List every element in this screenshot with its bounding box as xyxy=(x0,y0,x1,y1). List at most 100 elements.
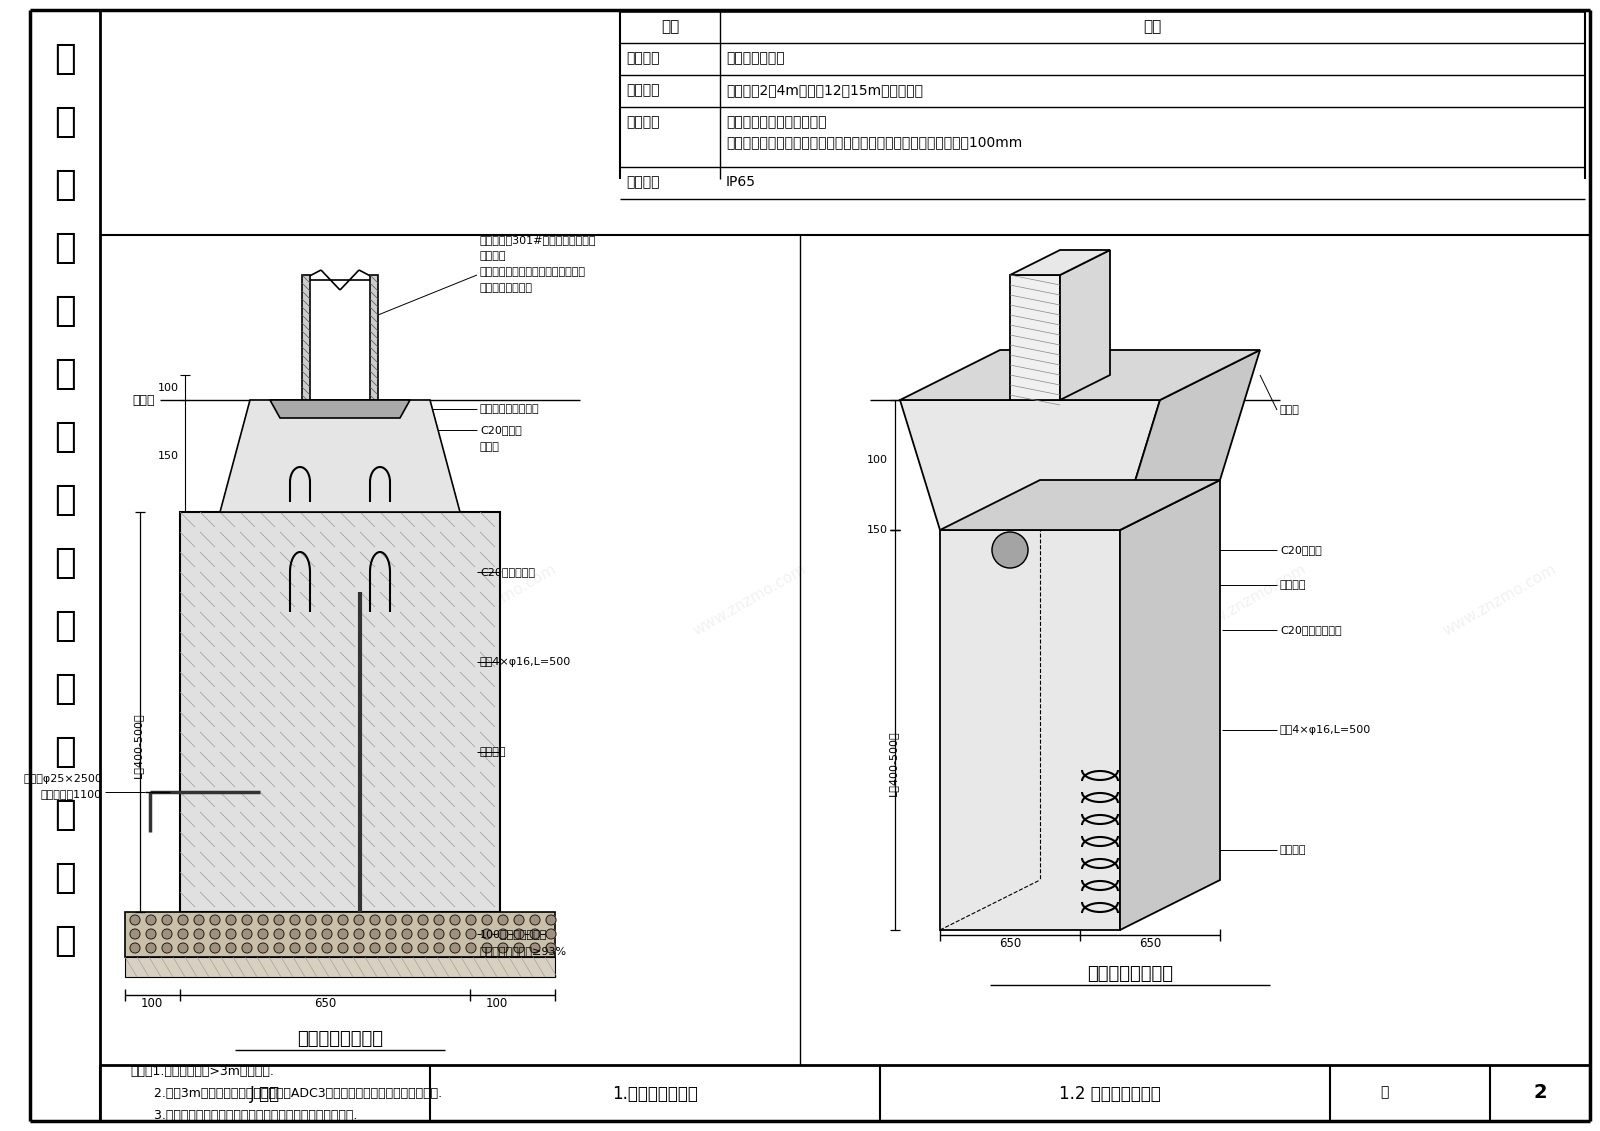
Circle shape xyxy=(194,943,205,953)
Polygon shape xyxy=(941,480,1221,530)
Circle shape xyxy=(306,915,317,925)
Text: 做: 做 xyxy=(54,861,75,895)
Circle shape xyxy=(178,929,189,939)
Circle shape xyxy=(146,915,157,925)
Text: 准: 准 xyxy=(54,231,75,265)
Text: 规格尺寸: 规格尺寸 xyxy=(626,83,659,97)
Circle shape xyxy=(306,943,317,953)
Circle shape xyxy=(210,943,221,953)
Circle shape xyxy=(354,929,365,939)
Text: 法: 法 xyxy=(54,924,75,958)
Circle shape xyxy=(530,929,541,939)
Text: 电: 电 xyxy=(54,357,75,391)
Circle shape xyxy=(386,915,397,925)
Circle shape xyxy=(434,915,445,925)
Bar xyxy=(125,957,555,977)
Circle shape xyxy=(370,943,381,953)
Text: 螺栓4×φ16,L=500: 螺栓4×φ16,L=500 xyxy=(480,657,571,667)
Circle shape xyxy=(162,929,173,939)
Circle shape xyxy=(178,915,189,925)
Text: L（400-500）: L（400-500） xyxy=(888,729,898,795)
Text: 庭院灯具基础做法: 庭院灯具基础做法 xyxy=(298,1030,382,1048)
Circle shape xyxy=(370,929,381,939)
Text: 完成面: 完成面 xyxy=(133,394,155,406)
Polygon shape xyxy=(270,400,410,418)
Polygon shape xyxy=(1059,250,1110,400)
Circle shape xyxy=(242,929,253,939)
Text: 项目: 项目 xyxy=(661,19,678,34)
Text: 庭院灯高2－4m，间距12－15m（参考）。: 庭院灯高2－4m，间距12－15m（参考）。 xyxy=(726,83,923,97)
Text: 100: 100 xyxy=(486,998,509,1010)
Polygon shape xyxy=(1120,349,1261,530)
Text: www.znzmo.com: www.znzmo.com xyxy=(190,561,309,639)
Circle shape xyxy=(482,943,493,953)
Circle shape xyxy=(338,943,349,953)
Bar xyxy=(302,275,310,400)
Circle shape xyxy=(274,929,285,939)
Text: 无流挂、无针孔。: 无流挂、无针孔。 xyxy=(480,283,533,293)
Text: 气: 气 xyxy=(54,420,75,454)
Text: 电缆套管: 电缆套管 xyxy=(480,746,507,757)
Text: 650: 650 xyxy=(1139,936,1162,950)
Polygon shape xyxy=(941,530,1120,930)
Text: 保护罩: 保护罩 xyxy=(480,442,499,452)
Text: 要求: 要求 xyxy=(1142,19,1162,34)
Circle shape xyxy=(370,915,381,925)
Text: 页: 页 xyxy=(1379,1085,1389,1099)
Circle shape xyxy=(162,943,173,953)
Circle shape xyxy=(178,943,189,953)
Text: 灯杆法兰: 灯杆法兰 xyxy=(1280,580,1307,590)
Text: 100: 100 xyxy=(867,455,888,465)
Circle shape xyxy=(146,929,157,939)
Text: 景: 景 xyxy=(54,42,75,76)
Circle shape xyxy=(146,943,157,953)
Text: 础: 础 xyxy=(54,798,75,832)
Text: 喷塑处理: 喷塑处理 xyxy=(480,251,507,261)
Text: L（400-500）: L（400-500） xyxy=(133,713,142,778)
Circle shape xyxy=(450,943,461,953)
Text: 650: 650 xyxy=(314,998,336,1010)
Circle shape xyxy=(418,915,429,925)
Circle shape xyxy=(546,929,557,939)
Circle shape xyxy=(466,915,477,925)
Text: 接地极φ25×2500: 接地极φ25×2500 xyxy=(22,774,102,784)
Text: 布置方式: 布置方式 xyxy=(626,115,659,129)
Text: 素土压实，容实度≥93%: 素土压实，容实度≥93% xyxy=(480,946,566,956)
Circle shape xyxy=(226,915,237,925)
Circle shape xyxy=(530,943,541,953)
Text: 100: 100 xyxy=(158,383,179,392)
Text: 650: 650 xyxy=(998,936,1021,950)
Text: 顶端距地面1100: 顶端距地面1100 xyxy=(42,789,102,798)
Circle shape xyxy=(274,943,285,953)
Text: www.znzmo.com: www.znzmo.com xyxy=(440,561,560,639)
Circle shape xyxy=(466,943,477,953)
Text: 化: 化 xyxy=(54,294,75,328)
Polygon shape xyxy=(1120,480,1221,930)
Text: 热镀锌（或301#不锈钢）钢管灯杆: 热镀锌（或301#不锈钢）钢管灯杆 xyxy=(480,235,597,245)
Text: 螺栓4×φ16,L=500: 螺栓4×φ16,L=500 xyxy=(1280,725,1371,735)
Circle shape xyxy=(434,929,445,939)
Text: 说明：1.此做法适用于>3m的庭院灯.: 说明：1.此做法适用于>3m的庭院灯. xyxy=(130,1065,274,1078)
Circle shape xyxy=(274,915,285,925)
Circle shape xyxy=(450,915,461,925)
Text: www.znzmo.com: www.znzmo.com xyxy=(1440,561,1560,639)
Text: 1.标准灯基础做法: 1.标准灯基础做法 xyxy=(613,1085,698,1103)
Bar xyxy=(370,275,378,400)
Circle shape xyxy=(226,929,237,939)
Circle shape xyxy=(194,915,205,925)
Text: 标: 标 xyxy=(54,483,75,517)
Polygon shape xyxy=(1010,250,1110,275)
Circle shape xyxy=(322,929,333,939)
Circle shape xyxy=(386,943,397,953)
Circle shape xyxy=(130,915,141,925)
Text: 基: 基 xyxy=(54,735,75,769)
Text: J 电气: J 电气 xyxy=(250,1085,280,1103)
Circle shape xyxy=(130,943,141,953)
Circle shape xyxy=(434,943,445,953)
Circle shape xyxy=(258,929,269,939)
Text: www.znzmo.com: www.znzmo.com xyxy=(1190,561,1309,639)
Circle shape xyxy=(418,943,429,953)
Text: 1.2 庭院灯基础做法: 1.2 庭院灯基础做法 xyxy=(1059,1085,1162,1103)
Bar xyxy=(179,512,499,912)
Circle shape xyxy=(162,915,173,925)
